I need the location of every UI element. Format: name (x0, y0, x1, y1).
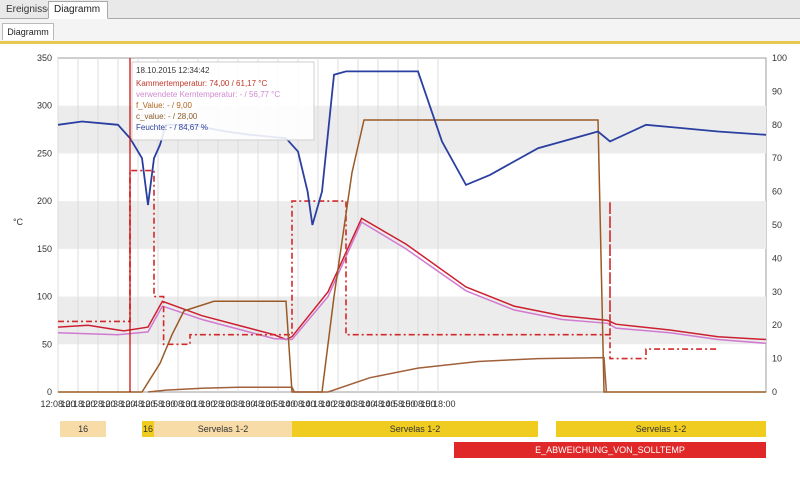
y2-tick-label: 50 (772, 220, 782, 230)
y-tick-label: 250 (37, 148, 52, 158)
y2-tick-label: 90 (772, 86, 782, 96)
x-tick-label: 12:58:00 (140, 399, 175, 409)
series-line-sollwert (58, 169, 718, 360)
timeline-segment[interactable]: 16 (142, 421, 154, 437)
timeline-alarm-segment[interactable]: E_ABWEICHUNG_VON_SOLLTEMP (454, 442, 766, 458)
tab-divider (0, 41, 800, 44)
y2-tick-label: 30 (772, 287, 782, 297)
x-tick-label: 13:18:00 (180, 399, 215, 409)
timeline-segment[interactable]: Servelas 1-2 (292, 421, 538, 437)
x-tick-label: 13:58:00 (260, 399, 295, 409)
plot-band (58, 296, 766, 345)
tooltip-line: c_value: - / 28,00 (136, 112, 198, 121)
y2-tick-label: 40 (772, 253, 782, 263)
x-tick-label: 14:58:00 (380, 399, 415, 409)
tooltip-line: Feuchte: - / 84,67 % (136, 123, 208, 132)
x-tick-label: 15:18:00 (420, 399, 455, 409)
x-tick-label: 12:08:00 (40, 399, 75, 409)
y2-tick-label: 10 (772, 354, 782, 364)
timeline-panel: 16 16 Servelas 1-2 Servelas 1-2 Servelas 1-2… (0, 418, 800, 478)
tab-diagramm[interactable]: Diagramm (48, 1, 108, 19)
x-tick-label: 13:38:00 (220, 399, 255, 409)
tooltip-line: verwendete Kerntemperatur: - / 56,77 °C (136, 90, 280, 99)
y-tick-label: 50 (42, 339, 52, 349)
x-tick-label: 14:18:00 (300, 399, 335, 409)
series-line-f-value (58, 119, 766, 393)
y-tick-label: 350 (37, 53, 52, 63)
x-tick-label: 12:38:00 (100, 399, 135, 409)
y2-tick-label: 0 (772, 387, 777, 397)
y2-tick-label: 100 (772, 53, 787, 63)
timeline-segment[interactable]: Servelas 1-2 (556, 421, 766, 437)
y-tick-label: 150 (37, 244, 52, 254)
timeline-segment[interactable]: 16 (60, 421, 106, 437)
x-tick-label: 14:48:00 (360, 399, 395, 409)
x-tick-label: 13:28:00 (200, 399, 235, 409)
x-tick-label: 12:28:00 (80, 399, 115, 409)
series-line-kammertemperatur (57, 217, 767, 341)
y2-tick-label: 70 (772, 153, 782, 163)
y-tick-label: 300 (37, 101, 52, 111)
x-tick-label: 13:48:00 (240, 399, 275, 409)
top-tab-bar: Ereignisse Diagramm (0, 0, 800, 19)
series-line-c-value (147, 356, 608, 393)
timeline-segment[interactable]: Servelas 1-2 (154, 421, 292, 437)
x-tick-label: 15:08:00 (400, 399, 435, 409)
subtab-diagramm[interactable]: Diagramm (2, 23, 54, 40)
tooltip-line: f_Value: - / 9,00 (136, 101, 192, 110)
plot-band (58, 201, 766, 249)
y-tick-label: 200 (37, 196, 52, 206)
y2-tick-label: 20 (772, 320, 782, 330)
x-tick-label: 14:28:00 (320, 399, 355, 409)
x-tick-label: 12:18:00 (60, 399, 95, 409)
y-tick-label: 0 (47, 387, 52, 397)
y2-tick-label: 60 (772, 187, 782, 197)
x-tick-label: 14:08:00 (280, 399, 315, 409)
x-tick-label: 13:08:00 (160, 399, 195, 409)
y2-tick-label: 80 (772, 120, 782, 130)
tooltip-timestamp: 18.10.2015 12:34:42 (136, 66, 210, 75)
series-line-verwendete-kerntemperatur (57, 221, 767, 345)
x-tick-label: 14:38:00 (340, 399, 375, 409)
x-tick-label: 12:48:00 (120, 399, 155, 409)
series-line-feuchte (57, 70, 767, 226)
cursor-tooltip (131, 61, 315, 141)
y-axis-label: °C (13, 217, 24, 227)
y-tick-label: 100 (37, 292, 52, 302)
tab-ereignisse[interactable]: Ereignisse (6, 4, 53, 15)
tooltip-line: Kammertemperatur: 74,00 / 61,17 °C (136, 79, 267, 88)
chart-area[interactable]: 0 50 100 150 200 250 300 350 0 10 20 30 40 50 60 70 80 90… (0, 44, 800, 416)
sub-tab-bar: Diagramm (0, 19, 800, 42)
